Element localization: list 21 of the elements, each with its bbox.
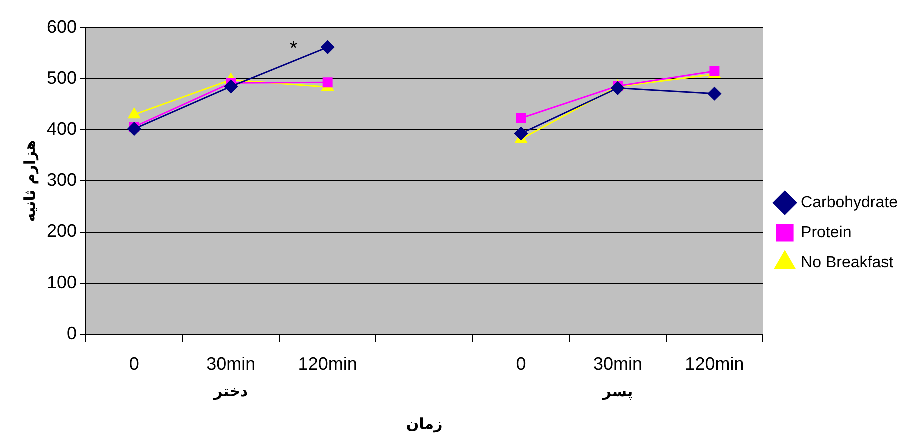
y-tick-label: 500 <box>46 68 78 88</box>
x-tick-label: 120min <box>685 354 744 374</box>
y-tick-label: 300 <box>46 170 78 190</box>
x-tick-label: 30min <box>206 354 256 374</box>
legend-label: No Breakfast <box>801 254 894 272</box>
text: پسر <box>602 382 634 400</box>
x-axis-title: زمان <box>406 414 443 433</box>
y-tick-label: 0 <box>67 323 78 344</box>
x-tick-label: 0 <box>129 354 140 374</box>
y-tick-label: 400 <box>46 119 78 140</box>
y-axis-title: هزارم ثانیه <box>20 140 39 222</box>
x-tick-label: 120min <box>298 354 358 374</box>
text: دختر <box>213 382 248 400</box>
y-tick-label: 200 <box>46 221 78 242</box>
x-tick-label: 0 <box>516 354 526 374</box>
legend-label: Carbohydrate <box>801 194 898 212</box>
annotation: * <box>290 38 298 60</box>
x-tick-label: 30min <box>593 354 642 374</box>
legend-label: Protein <box>801 224 852 242</box>
y-tick-label: 100 <box>46 272 78 292</box>
y-tick-label: 600 <box>46 16 78 37</box>
